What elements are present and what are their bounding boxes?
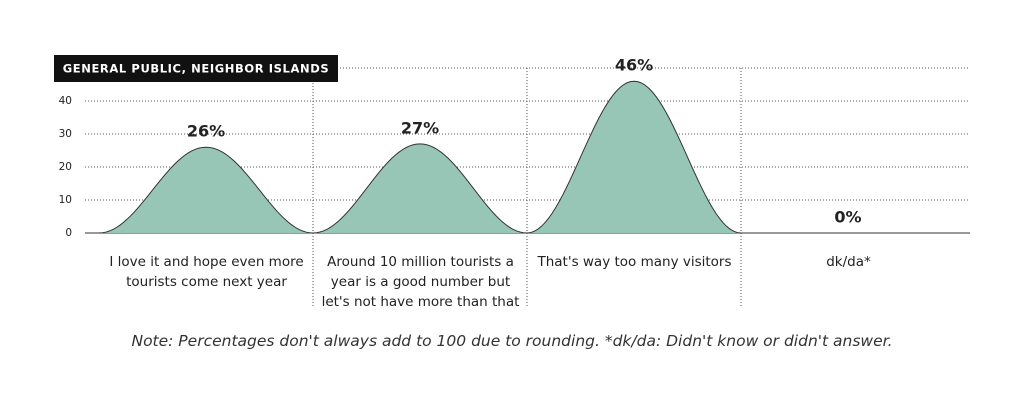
- category-label: dk/da*: [826, 254, 871, 270]
- category-label: That's way too many visitors: [537, 254, 732, 270]
- y-tick-label: 0: [65, 227, 72, 239]
- bell: [312, 143, 528, 234]
- value-label: 0%: [834, 208, 861, 227]
- subtitle: GENERAL PUBLIC, NEIGHBOR ISLANDS: [63, 62, 329, 76]
- y-tick-label: 30: [59, 128, 72, 140]
- y-tick-label: 20: [59, 161, 72, 173]
- value-label: 46%: [615, 56, 653, 75]
- subtitle-box: [54, 55, 338, 82]
- bell: [98, 146, 314, 234]
- bell: [526, 80, 742, 234]
- y-tick-label: 10: [59, 194, 72, 206]
- y-tick-label: 40: [59, 95, 72, 107]
- value-label: 27%: [401, 118, 439, 137]
- value-label: 26%: [187, 122, 225, 141]
- category-label: Around 10 million tourists a year is a g…: [321, 254, 520, 310]
- category-label: I love it and hope even more tourists co…: [109, 254, 304, 290]
- note: Note: Percentages don't always add to 10…: [131, 332, 893, 350]
